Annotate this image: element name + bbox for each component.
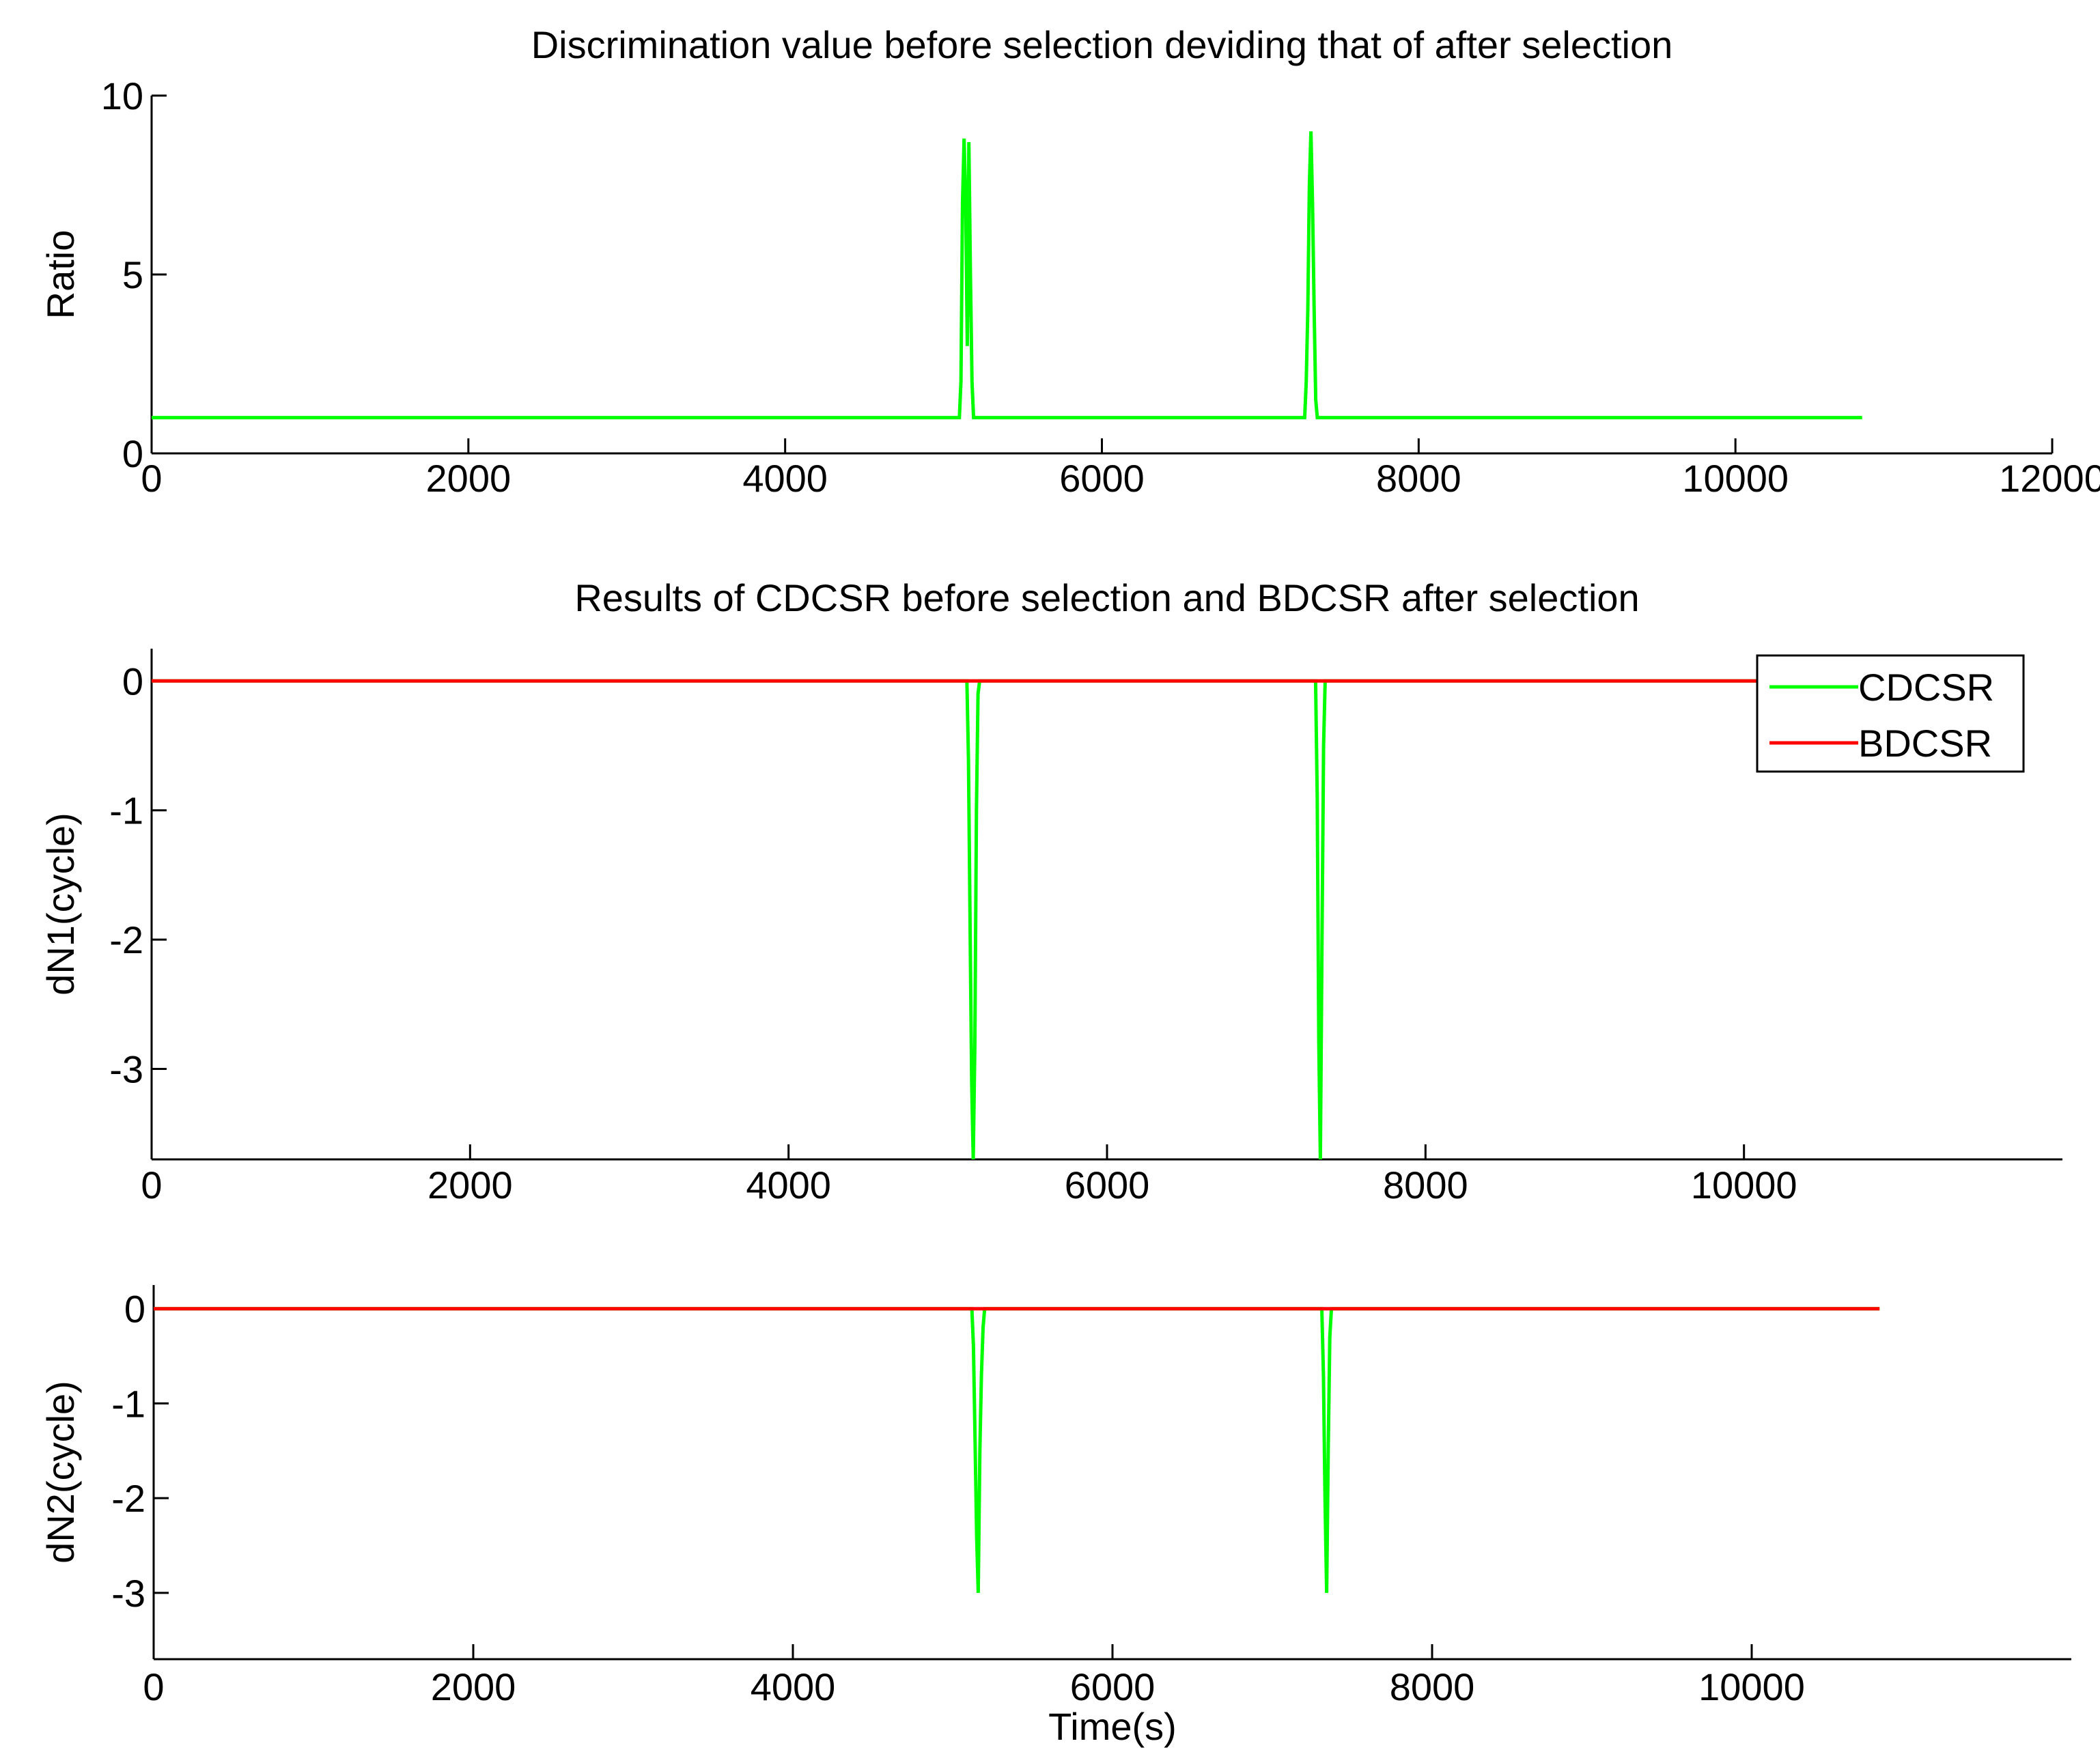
y-axis-label: dN2(cycle) <box>39 1381 82 1564</box>
x-tick-label: 2000 <box>428 1163 513 1206</box>
y-tick-label: 5 <box>122 253 143 296</box>
x-tick-label: 4000 <box>742 457 828 500</box>
y-tick-label: -2 <box>111 1477 145 1520</box>
y-tick-label: -1 <box>111 1382 145 1425</box>
x-tick-label: 10000 <box>1682 457 1789 500</box>
chart-title: Results of CDCSR before selection and BD… <box>574 576 1639 619</box>
y-axis-label: Ratio <box>39 230 82 320</box>
x-axis-label: Time(s) <box>1048 1705 1177 1748</box>
x-tick-label: 4000 <box>746 1163 831 1206</box>
y-tick-label: 10 <box>101 74 143 117</box>
x-tick-label: 0 <box>141 1163 162 1206</box>
x-tick-label: 8000 <box>1390 1665 1475 1708</box>
ratio-panel: Discrimination value before selection de… <box>39 23 2100 500</box>
y-tick-label: -2 <box>109 918 143 961</box>
series-line-series-0 <box>152 131 1862 420</box>
x-tick-label: 8000 <box>1376 457 1461 500</box>
x-tick-label: 6000 <box>1070 1665 1156 1708</box>
x-tick-label: 10000 <box>1698 1665 1805 1708</box>
y-tick-label: 0 <box>122 432 143 475</box>
series-line-cdcsr <box>152 679 1872 1160</box>
x-tick-label: 10000 <box>1691 1163 1797 1206</box>
x-tick-label: 6000 <box>1065 1163 1150 1206</box>
y-axis-label: dN1(cycle) <box>39 813 82 996</box>
legend-label-bdcsr: BDCSR <box>1858 722 1992 765</box>
x-tick-label: 12000 <box>1999 457 2100 500</box>
x-tick-label: 0 <box>143 1665 164 1708</box>
y-tick-label: -3 <box>111 1572 145 1615</box>
dn2-panel: 0 2000 4000 6000 8000 10000 -3 -2 -1 0 dN2(cycle) T… <box>39 1285 2071 1748</box>
x-tick-label: 2000 <box>431 1665 516 1708</box>
y-tick-label: -1 <box>109 789 143 832</box>
y-tick-label: 0 <box>124 1288 145 1331</box>
series-line-series-0 <box>154 1307 1880 1593</box>
y-tick-label: -3 <box>109 1047 143 1090</box>
y-tick-label: 0 <box>122 660 143 703</box>
legend-box <box>1756 654 2025 773</box>
x-tick-label: 0 <box>141 457 162 500</box>
legend-label-cdcsr: CDCSR <box>1858 666 1994 709</box>
legend: CDCSR BDCSR <box>1756 654 2025 773</box>
x-tick-label: 4000 <box>751 1665 836 1708</box>
x-tick-label: 2000 <box>426 457 512 500</box>
chart-title: Discrimination value before selection de… <box>531 23 1673 66</box>
dn1-panel: Results of CDCSR before selection and BD… <box>39 576 2062 1206</box>
x-tick-label: 8000 <box>1383 1163 1468 1206</box>
x-tick-label: 6000 <box>1059 457 1145 500</box>
